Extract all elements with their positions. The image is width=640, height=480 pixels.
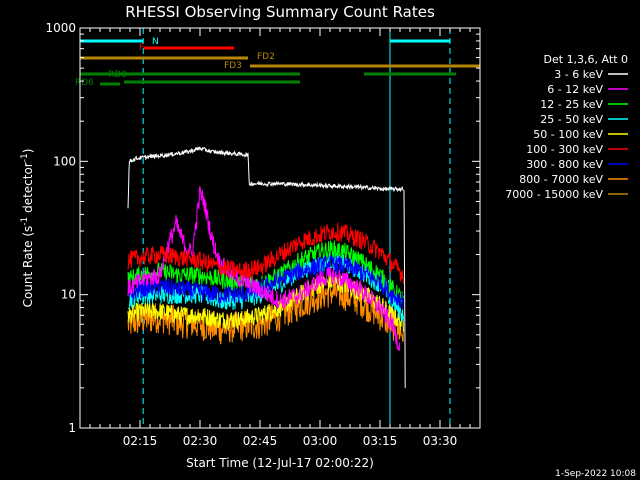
series-line bbox=[127, 146, 406, 388]
y-tick-label: 100 bbox=[53, 154, 76, 168]
legend-label: 25 - 50 keV bbox=[540, 113, 603, 126]
series-line bbox=[127, 240, 404, 305]
x-tick-label: 03:00 bbox=[303, 434, 338, 448]
legend: 3 - 6 keV 6 - 12 keV 12 - 25 keV 25 - 50 ke… bbox=[505, 68, 628, 201]
x-axis-label: Start Time (12-Jul-17 02:00:22) bbox=[186, 456, 374, 470]
legend-label: 100 - 300 keV bbox=[526, 143, 603, 156]
x-tick-label: 02:30 bbox=[183, 434, 218, 448]
flag-bar-label: RD0 bbox=[108, 70, 127, 80]
x-tick-label: 02:15 bbox=[123, 434, 158, 448]
x-tick-label: 02:45 bbox=[243, 434, 278, 448]
legend-label: 3 - 6 keV bbox=[554, 68, 603, 81]
flag-bar-label: N bbox=[152, 37, 159, 47]
timestamp: 1-Sep-2022 10:08 bbox=[555, 469, 636, 479]
flag-bar-label: FD3 bbox=[224, 61, 242, 71]
y-tick-label: 1000 bbox=[45, 21, 76, 35]
flag-bars: NF FD2 FD3 RD0 RD6 bbox=[75, 37, 480, 88]
flag-bar-label: RD6 bbox=[75, 78, 94, 88]
legend-header: Det 1,3,6, Att 0 bbox=[544, 53, 628, 66]
legend-label: 800 - 7000 keV bbox=[519, 173, 603, 186]
legend-label: 6 - 12 keV bbox=[547, 83, 603, 96]
chart-title: RHESSI Observing Summary Count Rates bbox=[125, 3, 435, 21]
flag-bar-label: F bbox=[139, 43, 144, 53]
y-axis-label: Count Rate (s-1 detector-1) bbox=[20, 149, 35, 308]
y-tick-label: 10 bbox=[61, 288, 76, 302]
series-line bbox=[127, 222, 404, 284]
series-line bbox=[127, 186, 401, 352]
x-tick-label: 03:15 bbox=[363, 434, 398, 448]
x-axis: 02:15 02:30 02:45 03:00 03:15 03:30 bbox=[79, 28, 481, 448]
y-tick-label: 1 bbox=[68, 421, 76, 435]
x-tick-label: 03:30 bbox=[423, 434, 458, 448]
flag-bar-label: FD2 bbox=[257, 52, 275, 62]
y-axis: 1 10 100 1000 bbox=[45, 21, 480, 435]
legend-label: 50 - 100 keV bbox=[533, 128, 603, 141]
legend-label: 300 - 800 keV bbox=[526, 158, 603, 171]
legend-label: 12 - 25 keV bbox=[540, 98, 603, 111]
legend-label: 7000 - 15000 keV bbox=[505, 188, 603, 201]
series-lines bbox=[127, 146, 406, 388]
series-line bbox=[127, 254, 404, 309]
